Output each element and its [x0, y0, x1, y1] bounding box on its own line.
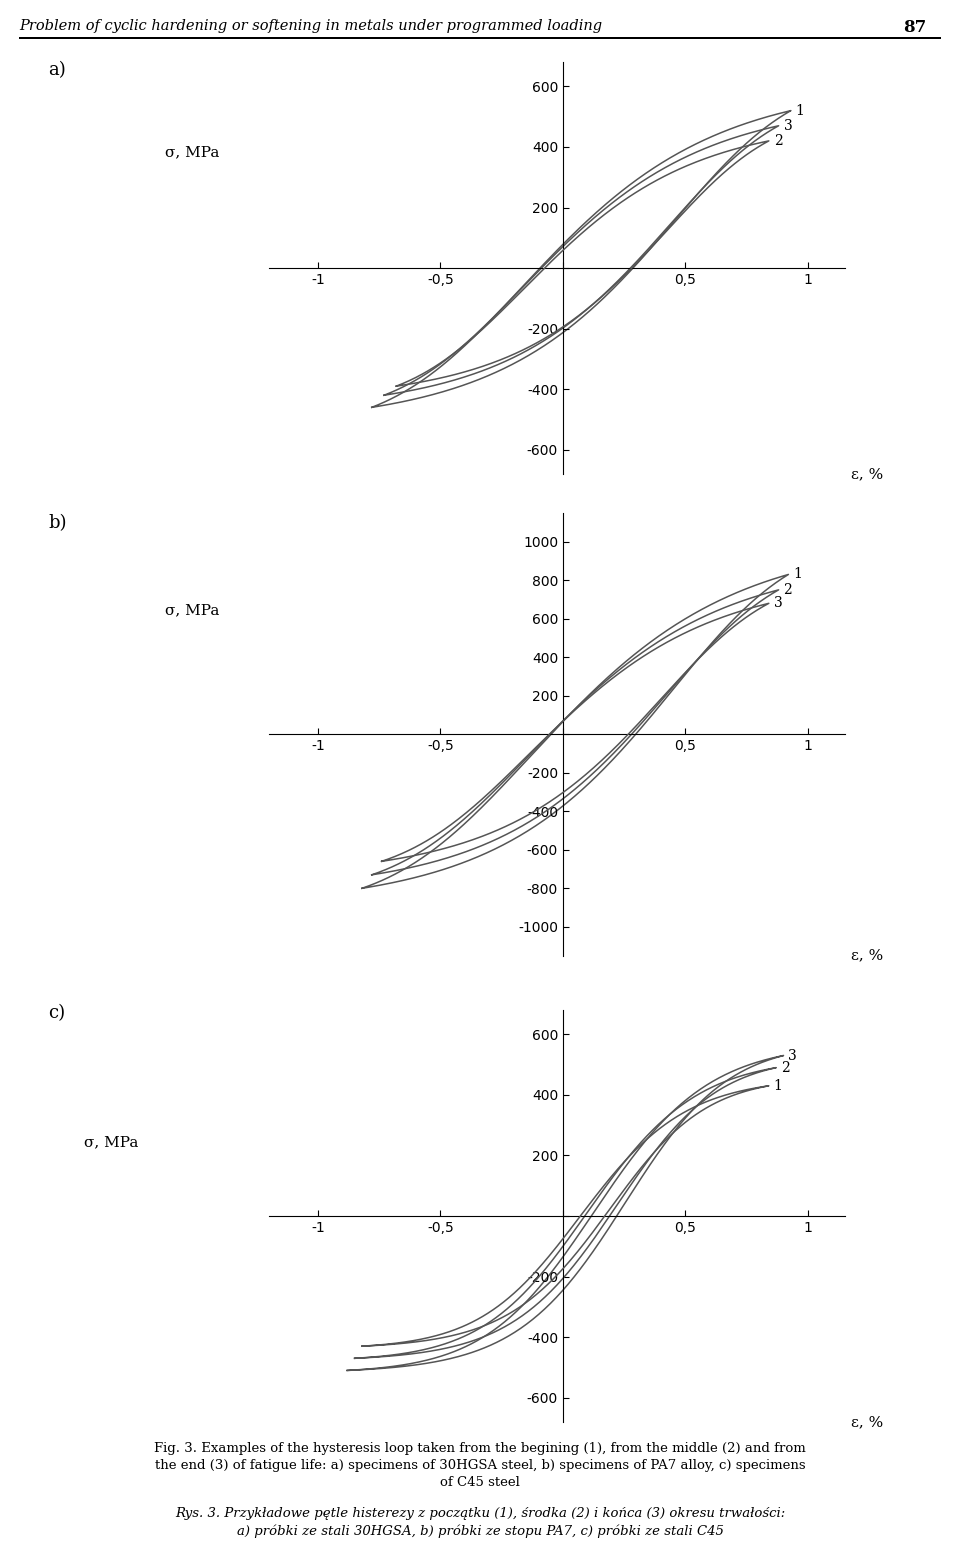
Text: 1: 1	[793, 567, 803, 581]
Text: ε, %: ε, %	[851, 466, 883, 482]
Text: ε, %: ε, %	[851, 1414, 883, 1430]
Text: 3: 3	[774, 597, 782, 611]
Text: Rys. 3. Przykładowe pętle histerezy z początku (1), środka (2) i końca (3) okres: Rys. 3. Przykładowe pętle histerezy z po…	[175, 1507, 785, 1538]
Text: ε, %: ε, %	[851, 948, 883, 963]
Text: σ, MPa: σ, MPa	[165, 146, 220, 160]
Text: σ, MPa: σ, MPa	[165, 603, 220, 617]
Text: 3: 3	[783, 118, 792, 132]
Text: 3: 3	[788, 1049, 797, 1063]
Text: 2: 2	[774, 134, 782, 148]
Text: 1: 1	[774, 1078, 782, 1092]
Text: b): b)	[48, 514, 66, 533]
Text: Fig. 3. Examples of the hysteresis loop taken from the begining (1), from the mi: Fig. 3. Examples of the hysteresis loop …	[155, 1442, 805, 1489]
Text: Problem of cyclic hardening or softening in metals under programmed loading: Problem of cyclic hardening or softening…	[19, 19, 602, 33]
Text: 1: 1	[796, 104, 804, 118]
Text: a): a)	[48, 61, 65, 79]
Text: σ, MPa: σ, MPa	[84, 1134, 139, 1148]
Text: 2: 2	[783, 583, 792, 597]
Text: 87: 87	[903, 19, 926, 36]
Text: 2: 2	[781, 1061, 790, 1075]
Text: c): c)	[48, 1004, 65, 1023]
